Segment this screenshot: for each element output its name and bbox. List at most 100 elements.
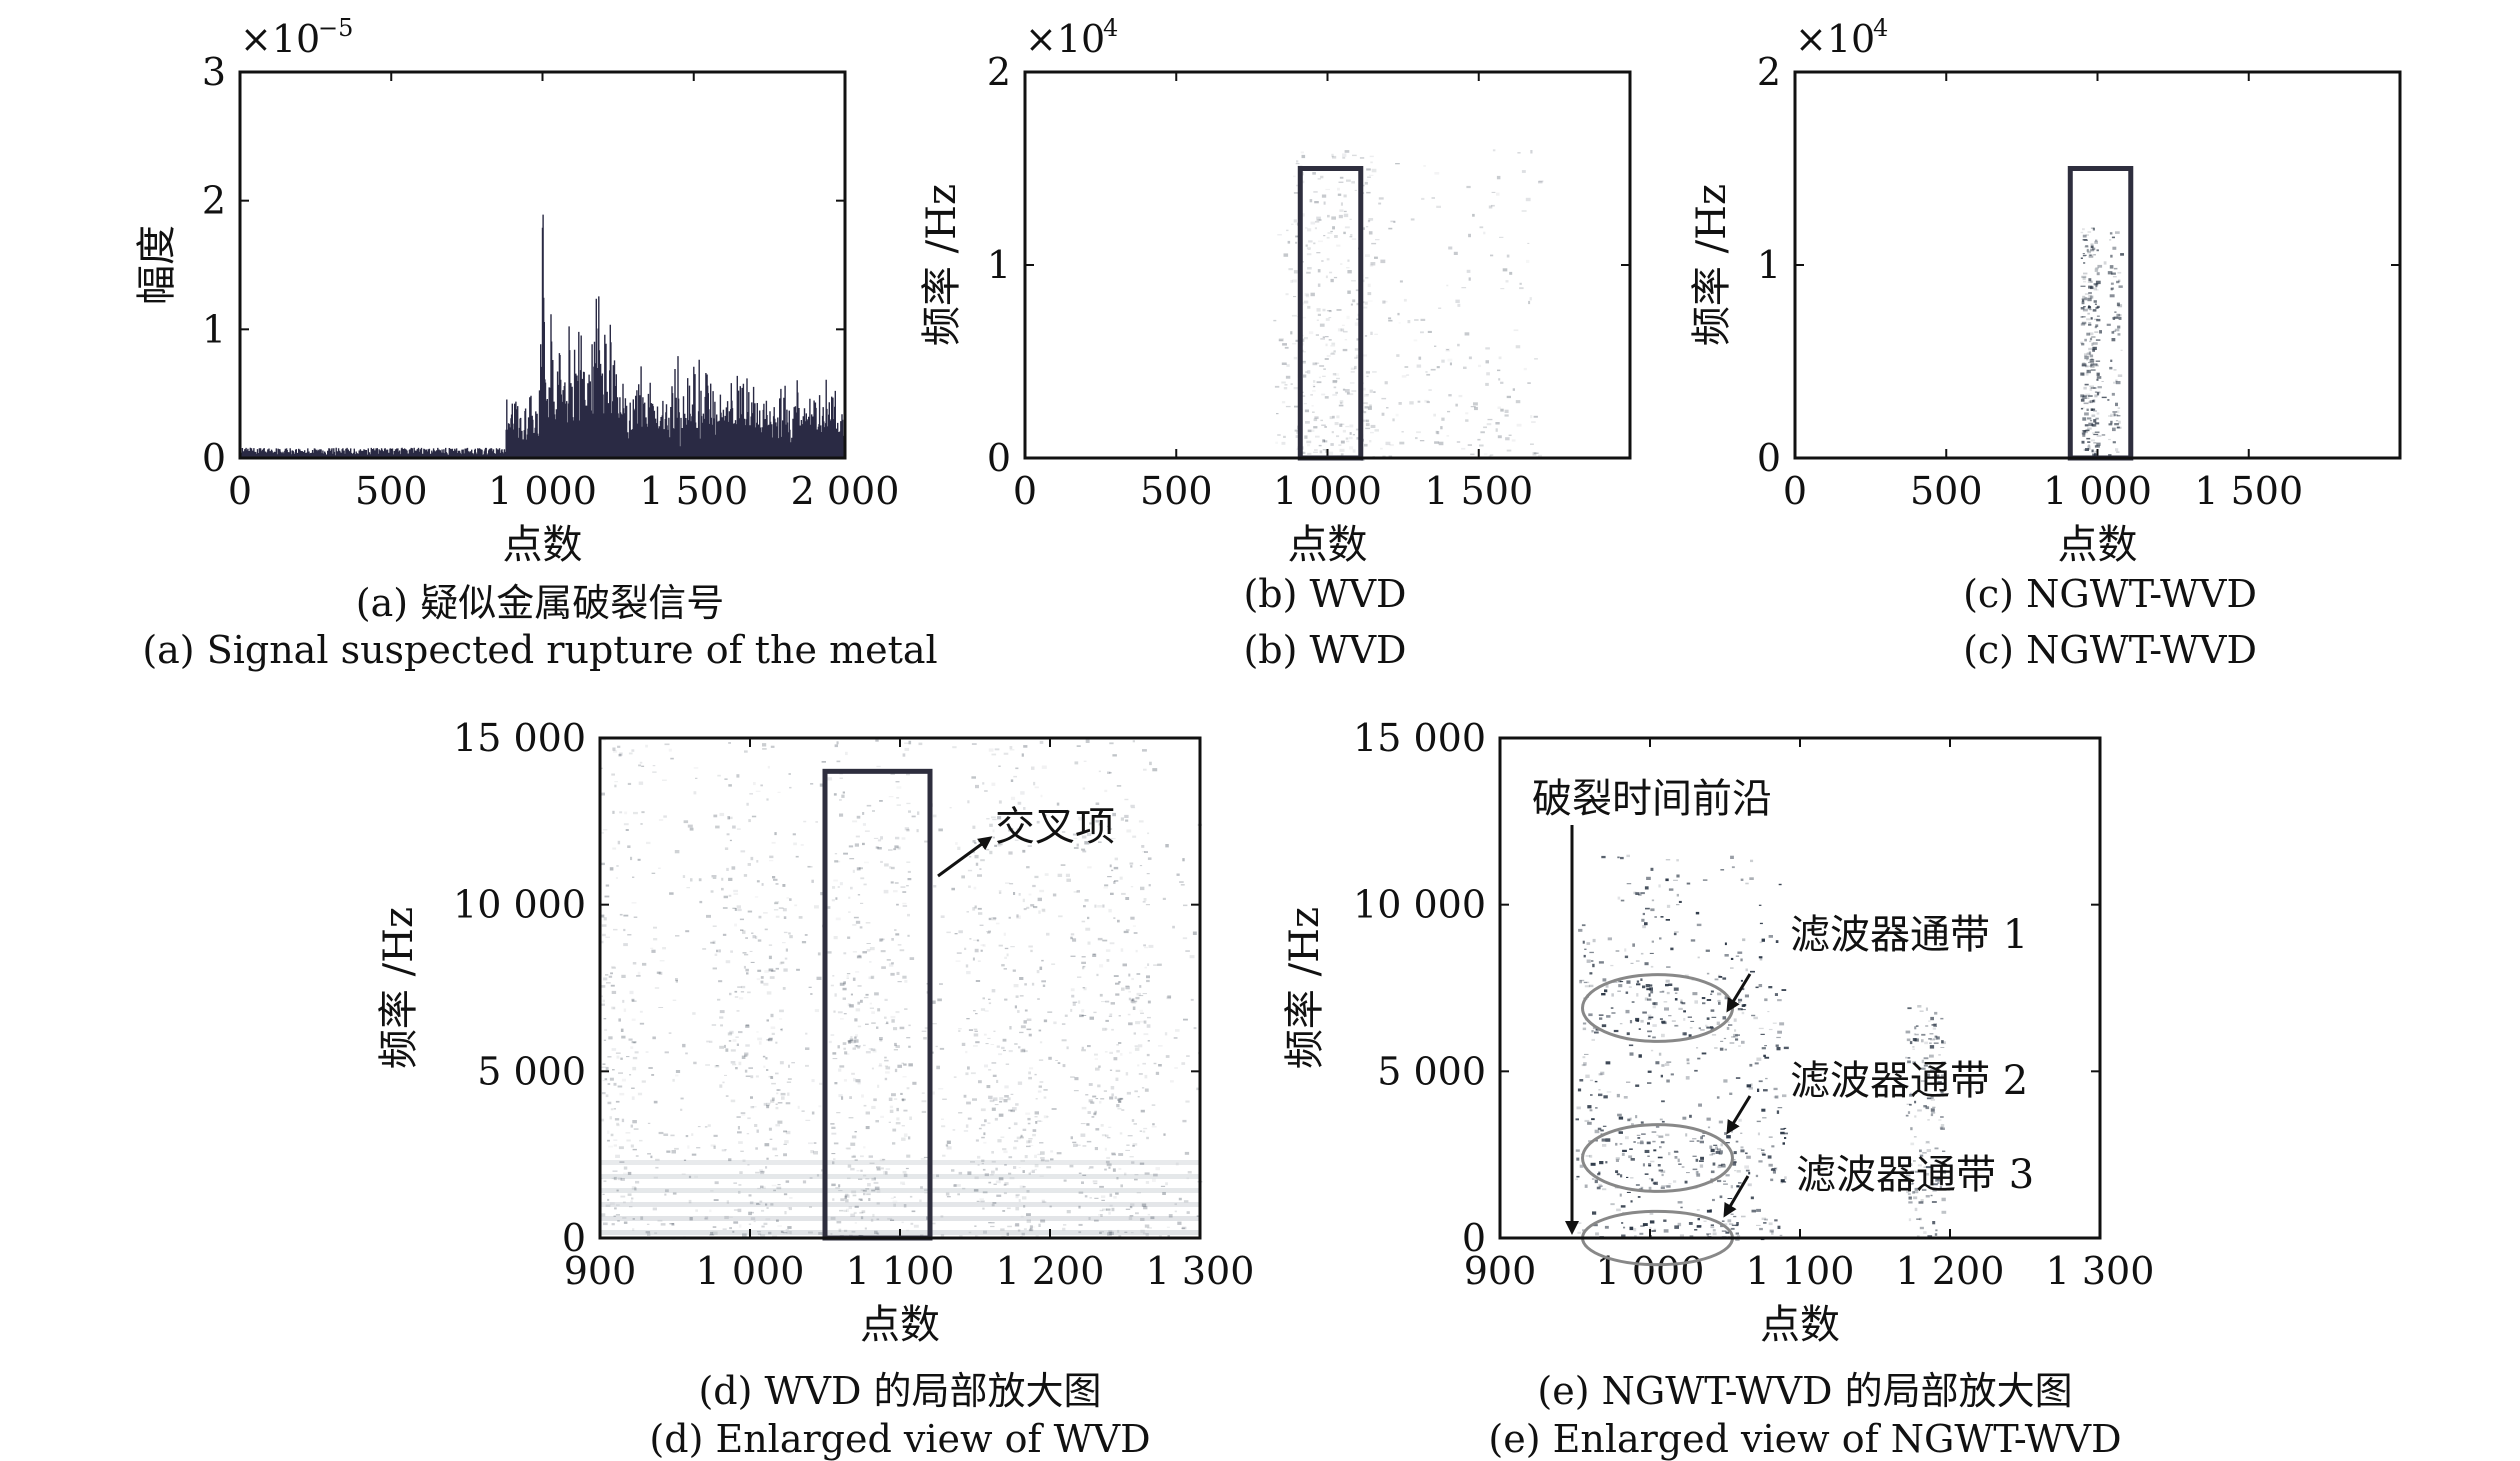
e-ngwt-energy [1594, 1080, 1598, 1083]
d-wvd-texture [606, 982, 611, 984]
c-ngwt-energy [2107, 399, 2110, 401]
e-ngwt-energy [1723, 1180, 1726, 1182]
e-ngwt-energy [1654, 916, 1657, 918]
d-wvd-texture [672, 1078, 675, 1082]
b-wvd-energy [1369, 404, 1372, 407]
d-wvd-texture [775, 1124, 780, 1127]
b-wvd-energy [1330, 352, 1336, 355]
b-wvd-energy [1504, 414, 1509, 417]
e-ngwt-energy [1768, 1163, 1773, 1167]
d-wvd-texture [880, 1167, 884, 1170]
d-wvd-texture [994, 844, 997, 847]
d-wvd-texture [785, 948, 788, 952]
d-wvd-texture [870, 975, 875, 979]
d-wvd-texture [879, 938, 884, 942]
e-ngwt-energy [1711, 1153, 1716, 1155]
d-wvd-texture [1107, 771, 1111, 774]
e-xtick-label: 1 100 [1746, 1249, 1855, 1293]
d-wvd-texture [973, 1028, 978, 1031]
d-wvd-texture [870, 1218, 874, 1222]
a-ylabel: 幅度 [134, 225, 180, 305]
c-ngwt-energy [2085, 448, 2089, 451]
d-wvd-texture [749, 1201, 754, 1205]
d-wvd-texture [853, 1077, 856, 1082]
d-wvd-texture [1101, 1134, 1107, 1137]
d-wvd-texture [1136, 973, 1141, 975]
d-wvd-texture [888, 1121, 891, 1123]
b-wvd-energy [1368, 218, 1374, 221]
d-wvd-texture [1012, 969, 1016, 972]
e-ngwt-energy-right [1926, 1097, 1932, 1100]
c-ngwt-energy [2096, 391, 2101, 394]
d-wvd-texture [891, 866, 895, 870]
d-wvd-texture [783, 1130, 787, 1133]
d-wvd-texture [992, 818, 997, 821]
c-ngwt-energy [2091, 408, 2096, 411]
e-ngwt-energy [1651, 899, 1655, 902]
e-ngwt-energy [1641, 918, 1645, 922]
e-ngwt-energy-right [1917, 1005, 1922, 1008]
e-ngwt-energy [1733, 1018, 1737, 1022]
e-ngwt-energy-right [1925, 1007, 1928, 1011]
d-wvd-texture [939, 983, 943, 985]
e-ngwt-energy-right [1920, 1199, 1924, 1202]
d-wvd-texture [1010, 796, 1016, 801]
c-ngwt-energy [2109, 294, 2115, 298]
d-wvd-texture [869, 947, 875, 951]
d-wvd-texture [1040, 1159, 1045, 1162]
d-wvd-texture [995, 922, 1000, 925]
b-wvd-energy [1313, 418, 1318, 422]
d-wvd-texture [782, 987, 786, 990]
e-ngwt-energy [1774, 1219, 1778, 1222]
d-wvd-texture [1128, 973, 1131, 977]
e-ngwt-energy [1642, 1163, 1645, 1167]
d-wvd-texture [604, 1028, 608, 1031]
d-wvd-texture [745, 1075, 751, 1077]
e-ngwt-energy [1750, 1196, 1754, 1200]
d-wvd-texture [1118, 1101, 1121, 1103]
e-ngwt-energy [1648, 993, 1651, 997]
d-wvd-texture [734, 908, 737, 911]
c-ngwt-energy [2081, 343, 2085, 346]
d-wvd-texture [1104, 789, 1108, 793]
d-wvd-texture [884, 1077, 888, 1081]
d-wvd-texture [1042, 814, 1047, 817]
d-wvd-texture [1147, 1040, 1150, 1042]
d-wvd-texture [894, 1068, 898, 1073]
b-wvd-energy [1392, 418, 1395, 422]
d-ytick-label: 15 000 [453, 716, 586, 760]
e-ngwt-energy-right [1923, 1064, 1928, 1067]
e-ngwt-energy [1729, 1092, 1733, 1095]
d-wvd-texture [690, 878, 693, 882]
d-wvd-texture [860, 902, 864, 904]
d-wvd-texture [868, 1155, 873, 1158]
d-wvd-texture [854, 1205, 859, 1208]
e-ngwt-energy-right [1937, 1182, 1940, 1184]
d-wvd-texture [780, 1230, 784, 1233]
d-wvd-texture [1087, 941, 1091, 945]
d-wvd-texture [1133, 1032, 1136, 1035]
d-wvd-texture [983, 1033, 987, 1036]
d-wvd-texture [1061, 1023, 1066, 1025]
d-wvd-texture [782, 942, 786, 944]
d-wvd-texture [1031, 766, 1035, 770]
d-wvd-texture [1111, 1028, 1114, 1031]
b-wvd-energy [1420, 318, 1426, 321]
c-ngwt-energy [2108, 454, 2112, 457]
d-wvd-texture [1144, 966, 1147, 969]
d-wvd-texture [920, 1234, 924, 1237]
e-ngwt-energy [1625, 991, 1629, 994]
b-wvd-energy [1483, 231, 1486, 235]
d-wvd-texture [811, 1111, 815, 1115]
d-wvd-texture [968, 885, 971, 888]
d-wvd-texture [965, 964, 969, 968]
d-wvd-texture [858, 1198, 863, 1201]
d-wvd-texture [1129, 862, 1134, 865]
d-wvd-texture [779, 1009, 784, 1013]
e-ngwt-energy [1731, 1224, 1736, 1226]
e-ngwt-energy [1595, 1139, 1598, 1142]
d-wvd-texture [1099, 1232, 1102, 1234]
caption-b-2: (b) WVD [1243, 628, 1407, 672]
e-ngwt-energy-right [1925, 1073, 1931, 1077]
d-wvd-texture [864, 830, 870, 832]
